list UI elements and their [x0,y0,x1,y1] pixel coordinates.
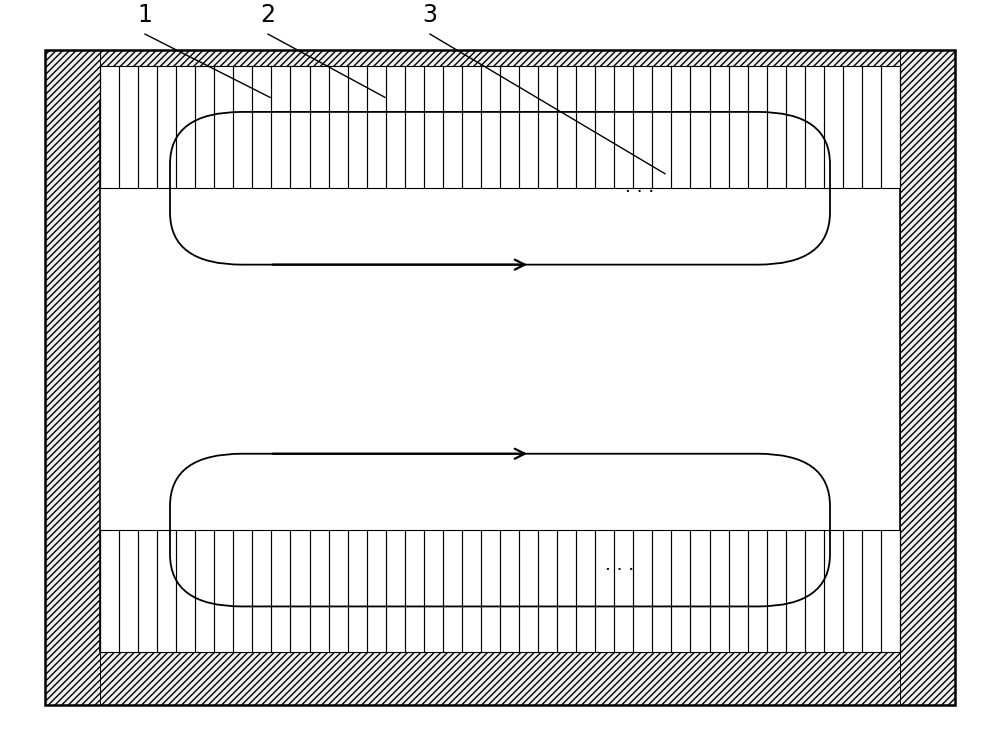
Text: . . .: . . . [605,556,635,574]
Bar [45,50,100,705]
Bar [100,66,900,188]
Text: 1: 1 [138,3,152,27]
Bar [900,50,955,705]
Text: . . .: . . . [625,178,655,196]
Bar [100,530,900,652]
Bar [45,50,955,102]
Text: 2: 2 [260,3,276,27]
Text: 3: 3 [422,3,438,27]
Bar [45,652,955,705]
Bar [100,102,900,652]
